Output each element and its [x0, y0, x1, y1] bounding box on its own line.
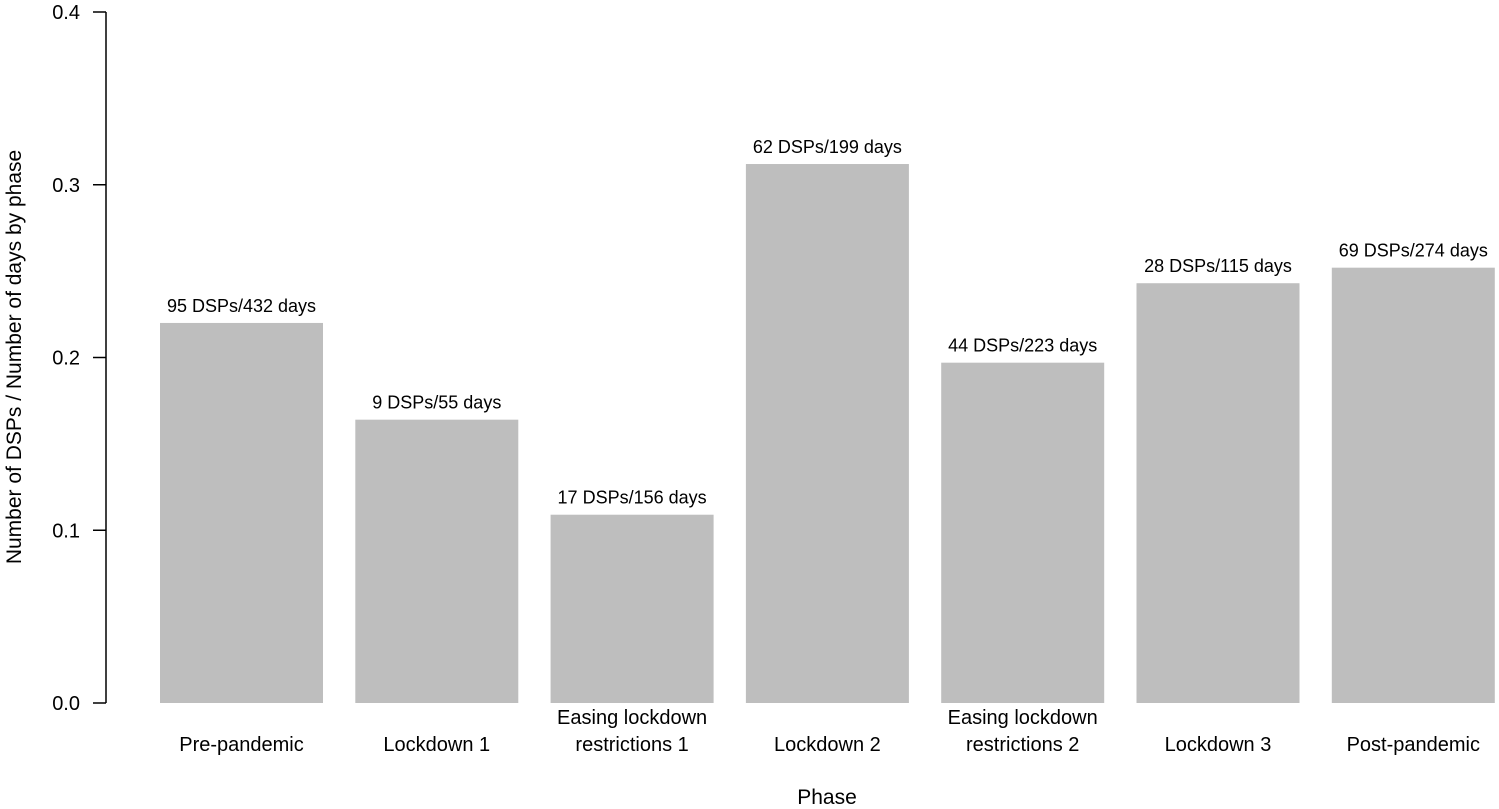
data-label: 62 DSPs/199 days — [753, 137, 902, 157]
category-label: Post-pandemic — [1347, 734, 1480, 756]
category-label: Pre-pandemic — [179, 734, 304, 756]
data-label: 9 DSPs/55 days — [372, 393, 501, 413]
bar — [160, 323, 323, 703]
bar — [1332, 268, 1495, 703]
category-label: Easing lockdown restrictions 1 — [557, 707, 707, 756]
category-label: Lockdown 3 — [1165, 734, 1272, 756]
y-tick-label: 0.1 — [52, 520, 80, 542]
category-label: Lockdown 1 — [383, 734, 490, 756]
category-label-line: Easing lockdown — [557, 707, 707, 729]
bar — [1137, 283, 1300, 703]
y-axis: 0.0 0.1 0.2 0.3 0.4 — [52, 2, 106, 715]
category-label: Easing lockdown restrictions 2 — [948, 707, 1098, 756]
y-tick-label: 0.3 — [52, 175, 80, 197]
category-label-line: restrictions 1 — [575, 734, 688, 756]
x-axis-title: Phase — [797, 786, 857, 809]
bar — [941, 363, 1104, 703]
y-tick-label: 0.0 — [52, 693, 80, 715]
category-label-line: Lockdown 1 — [383, 734, 490, 756]
bar — [746, 164, 909, 703]
category-label: Lockdown 2 — [774, 734, 881, 756]
category-label-line: Post-pandemic — [1347, 734, 1480, 756]
category-label-line: Lockdown 2 — [774, 734, 881, 756]
bar — [551, 515, 714, 703]
data-label: 44 DSPs/223 days — [948, 336, 1097, 356]
data-label: 95 DSPs/432 days — [167, 296, 316, 316]
data-label: 17 DSPs/156 days — [558, 488, 707, 508]
data-label: 28 DSPs/115 days — [1144, 256, 1292, 276]
category-label-line: Lockdown 3 — [1165, 734, 1272, 756]
x-axis-category-labels: Pre-pandemic Lockdown 1 Easing lockdown res… — [179, 707, 1480, 756]
bars — [160, 164, 1495, 703]
bar — [355, 420, 518, 703]
y-tick-label: 0.2 — [52, 348, 80, 370]
data-label: 69 DSPs/274 days — [1339, 241, 1488, 261]
y-axis-title: Number of DSPs / Number of days by phase — [3, 150, 26, 564]
category-label-line: Easing lockdown — [948, 707, 1098, 729]
y-tick-label: 0.4 — [52, 2, 80, 24]
category-label-line: restrictions 2 — [966, 734, 1079, 756]
category-label-line: Pre-pandemic — [179, 734, 304, 756]
